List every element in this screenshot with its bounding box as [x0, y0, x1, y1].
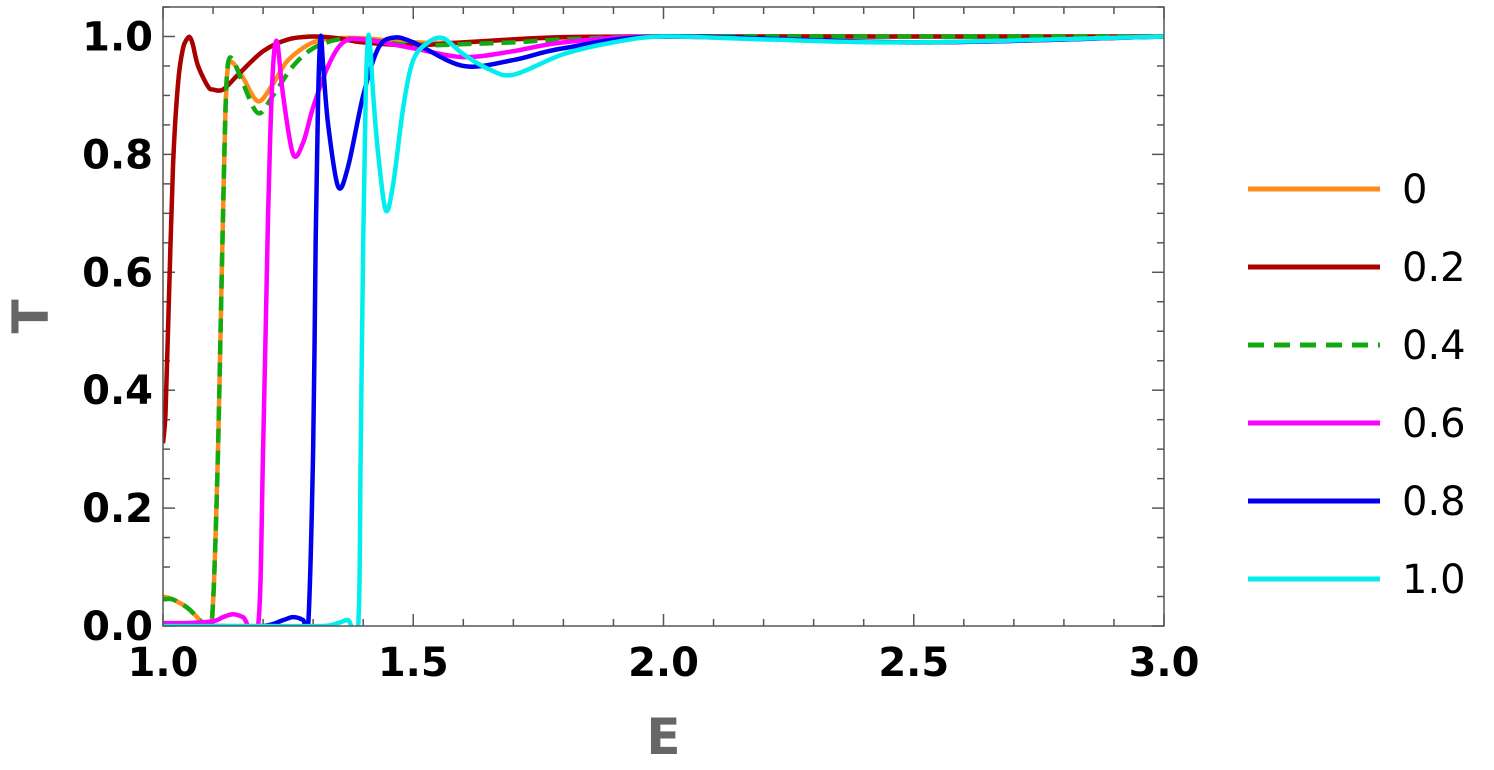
legend-label: 0: [1402, 167, 1427, 213]
x-tick-label: 1.0: [128, 640, 199, 686]
legend-label: 0.8: [1402, 479, 1466, 525]
y-tick-label: 0.6: [82, 250, 153, 296]
x-tick-label: 1.5: [378, 640, 449, 686]
x-tick-label: 3.0: [1129, 640, 1200, 686]
y-tick-label: 0.8: [82, 132, 153, 178]
x-tick-label: 2.5: [878, 640, 949, 686]
legend-label: 1.0: [1402, 557, 1466, 603]
series-line-2: [163, 34, 1164, 626]
y-tick-label: 0.4: [82, 368, 153, 414]
series-line-4: [163, 33, 1164, 626]
x-tick-label: 2.0: [628, 640, 699, 686]
y-axis-label: T: [2, 299, 60, 333]
x-tick-labels: 1.0 1.5 2.0 2.5 3.0: [128, 640, 1200, 686]
y-tick-labels: 0.0 0.2 0.4 0.6 0.8 1.0: [82, 14, 153, 650]
y-tick-label: 0.2: [82, 486, 153, 532]
plot-frame: [162, 6, 1165, 627]
series-curves: [163, 32, 1164, 626]
legend-label: 0.6: [1402, 401, 1466, 447]
series-line-5: [163, 32, 1164, 626]
series-line-3: [163, 34, 1164, 626]
legend-label: 0.4: [1402, 323, 1466, 369]
y-tick-label: 0.0: [82, 604, 153, 650]
y-tick-label: 1.0: [82, 14, 153, 60]
legend-label: 0.2: [1402, 245, 1466, 291]
legend: 0 0.2 0.4 0.6 0.8 1.0: [1248, 167, 1466, 603]
x-axis-label: E: [646, 708, 680, 766]
